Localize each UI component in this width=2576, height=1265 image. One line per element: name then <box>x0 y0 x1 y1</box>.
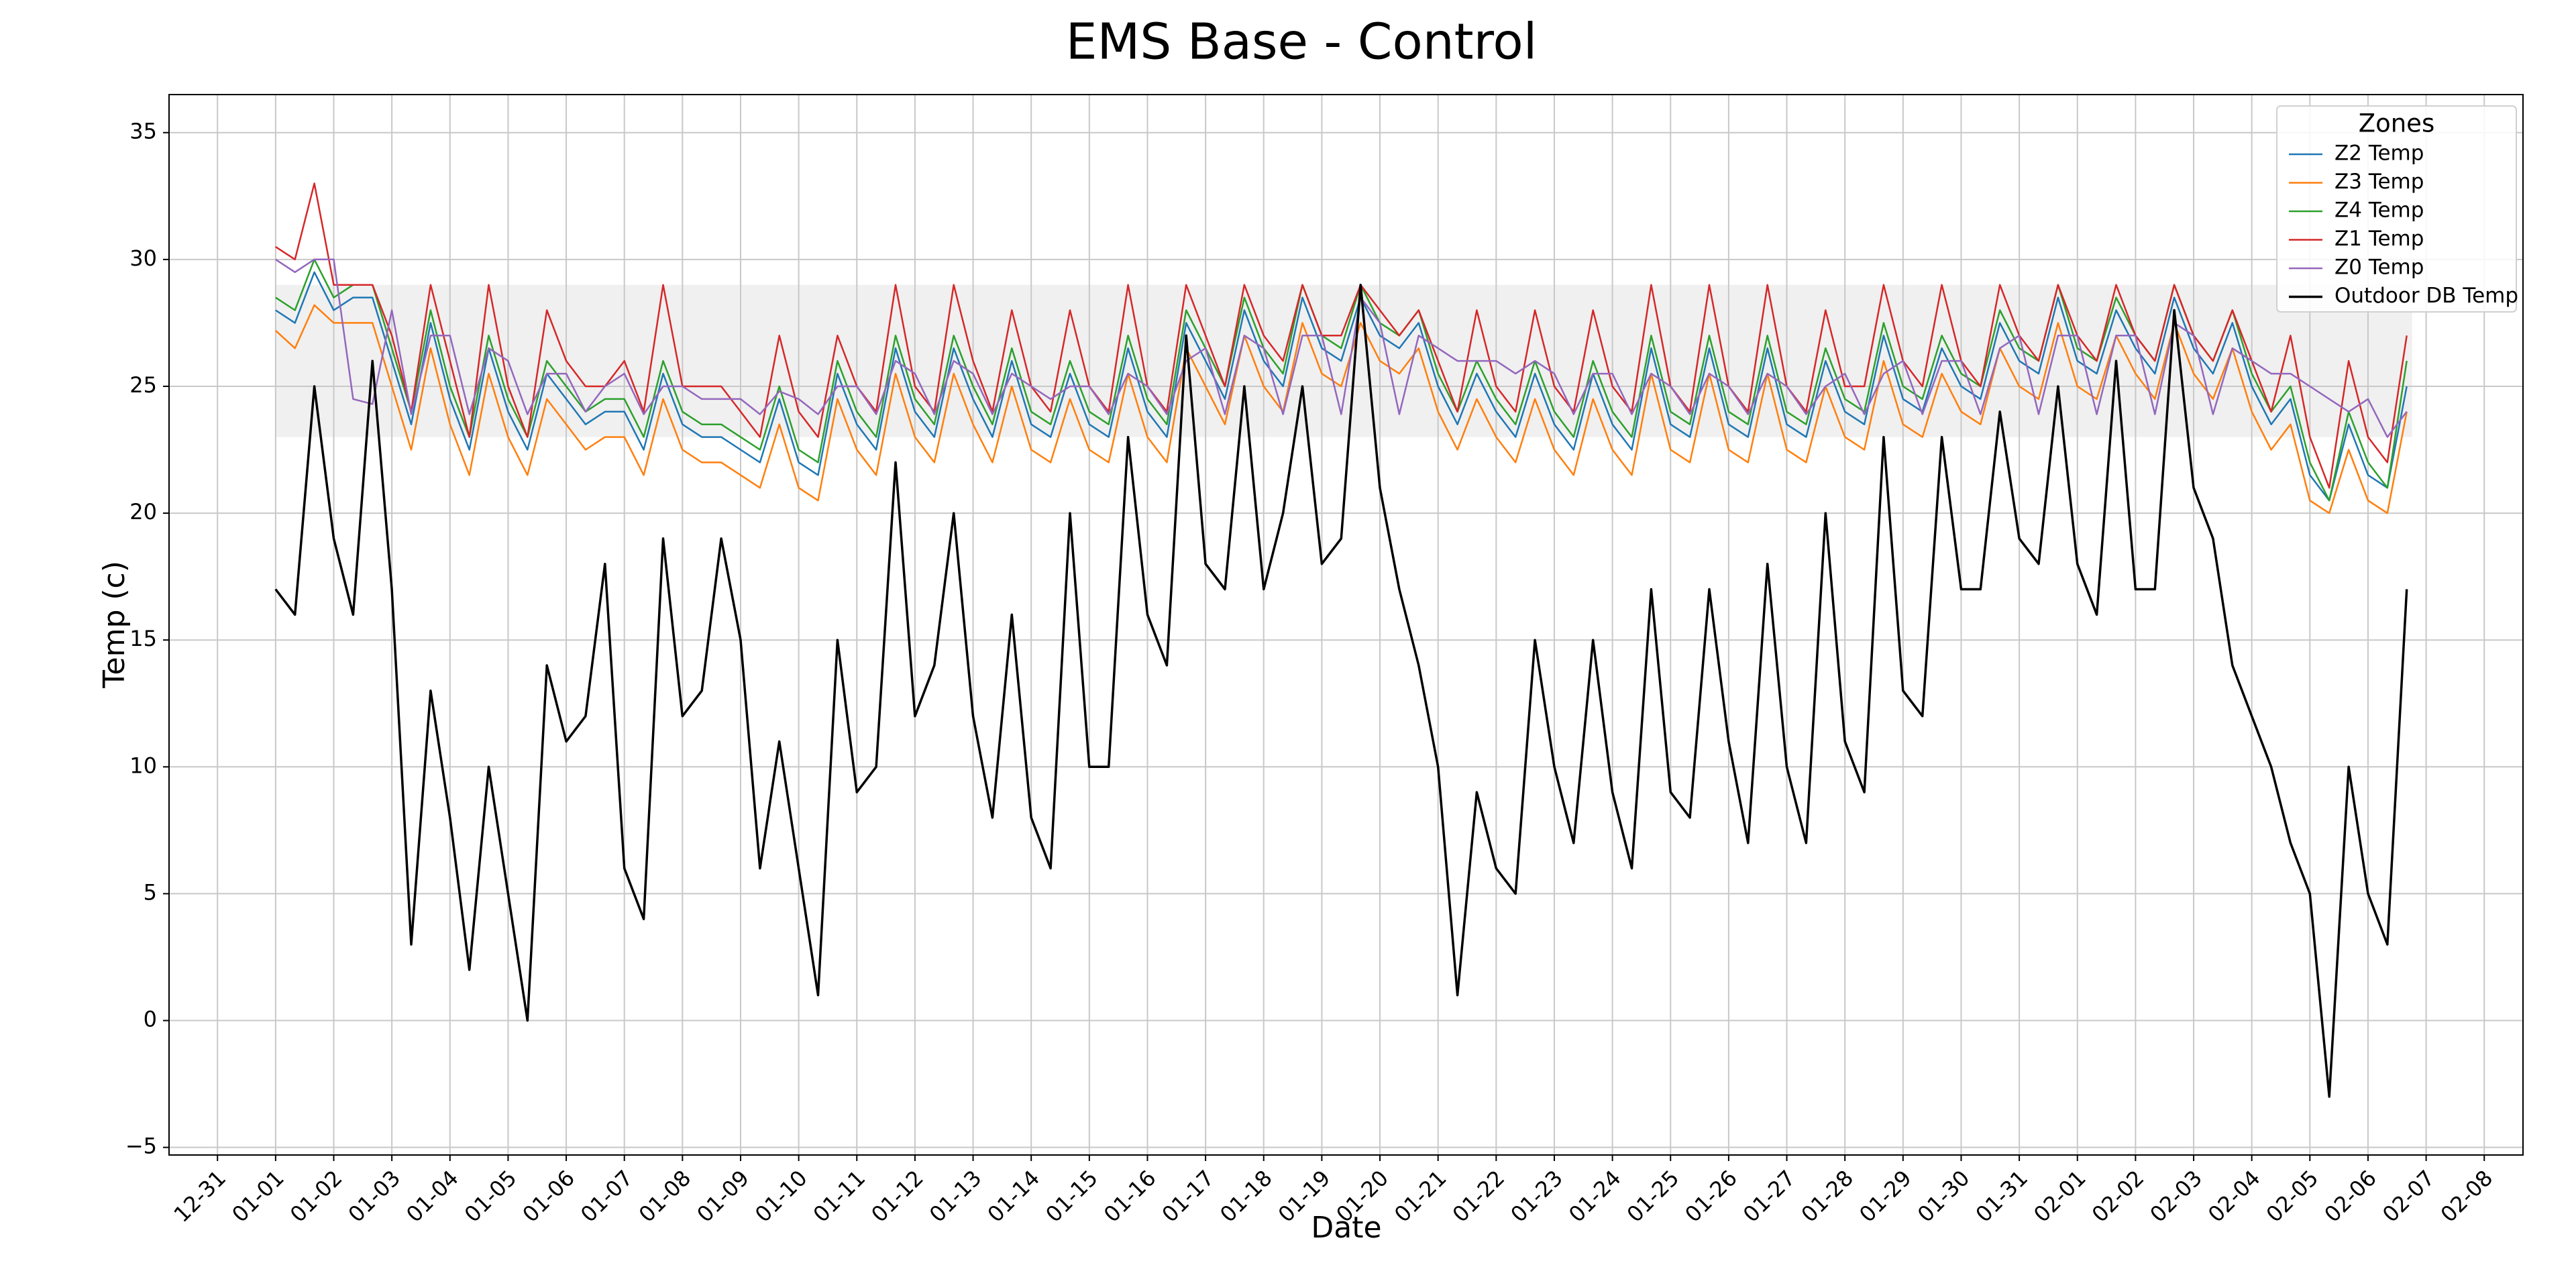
x-tick-label: 02-08 <box>2436 1165 2498 1227</box>
x-tick-label: 01-26 <box>1680 1165 1742 1227</box>
x-tick-label: 01-31 <box>1971 1165 2033 1227</box>
series-line <box>275 182 2408 489</box>
x-tick-label: 01-04 <box>401 1165 464 1227</box>
x-tick-label: 01-27 <box>1738 1165 1801 1227</box>
chart-title: EMS Base - Control <box>1066 13 1538 71</box>
x-tick-label: 01-13 <box>924 1165 987 1227</box>
legend-label: Z2 Temp <box>2334 142 2424 166</box>
series-line <box>275 258 2408 438</box>
legend-label: Z3 Temp <box>2334 170 2424 194</box>
comfort-band <box>275 284 2412 437</box>
x-tick-label: 01-10 <box>750 1165 812 1227</box>
legend-label: Z0 Temp <box>2334 256 2424 280</box>
x-tick-label: 01-23 <box>1505 1165 1568 1227</box>
y-tick-label: 35 <box>129 119 157 144</box>
legend-label: Outdoor DB Temp <box>2334 284 2518 308</box>
x-tick-label: 01-02 <box>285 1165 347 1227</box>
x-tick-label: 01-12 <box>866 1165 928 1227</box>
x-tick-label: 01-08 <box>634 1165 696 1227</box>
plot-frame <box>168 94 2524 1156</box>
x-tick-label: 02-03 <box>2145 1165 2207 1227</box>
y-tick-label: 5 <box>144 879 157 905</box>
x-tick-label: 01-07 <box>576 1165 638 1227</box>
x-tick-label: 01-14 <box>983 1165 1045 1227</box>
x-tick-label: 01-25 <box>1622 1165 1684 1227</box>
x-tick-label: 01-06 <box>517 1165 580 1227</box>
x-tick-label: 01-05 <box>460 1165 522 1227</box>
x-tick-label: 02-05 <box>2261 1165 2324 1227</box>
y-tick-label: 0 <box>144 1007 157 1032</box>
x-tick-label: 02-04 <box>2203 1165 2265 1227</box>
series-line <box>274 283 2408 1098</box>
x-tick-label: 01-16 <box>1099 1165 1161 1227</box>
x-tick-label: 01-03 <box>343 1165 406 1227</box>
x-tick-label: 01-21 <box>1389 1165 1452 1227</box>
x-tick-label: 01-17 <box>1157 1165 1220 1227</box>
x-tick-label: 01-22 <box>1448 1165 1510 1227</box>
y-tick-label: 10 <box>129 753 157 778</box>
x-tick-label: 12-31 <box>169 1165 231 1227</box>
x-tick-label: 01-11 <box>808 1165 871 1227</box>
y-tick-label: 20 <box>129 499 157 525</box>
x-tick-label: 01-01 <box>227 1165 289 1227</box>
y-tick-label: 25 <box>129 372 157 398</box>
legend-label: Z1 Temp <box>2334 227 2424 251</box>
legend-box <box>2276 105 2517 313</box>
legend-title: Zones <box>2359 109 2434 138</box>
x-tick-label: 01-18 <box>1215 1165 1277 1227</box>
x-tick-label: 02-07 <box>2377 1165 2440 1227</box>
x-tick-label: 02-06 <box>2319 1165 2381 1227</box>
x-tick-label: 01-28 <box>1796 1165 1859 1227</box>
y-tick-label: 15 <box>129 626 157 651</box>
x-tick-label: 02-02 <box>2087 1165 2149 1227</box>
x-tick-label: 01-15 <box>1040 1165 1103 1227</box>
x-tick-label: 01-29 <box>1854 1165 1917 1227</box>
y-tick-label: −5 <box>125 1134 157 1159</box>
y-axis-label: Temp (c) <box>97 561 131 689</box>
series-line <box>274 304 2408 514</box>
y-tick-label: 30 <box>129 245 157 271</box>
x-tick-label: 01-24 <box>1564 1165 1626 1227</box>
legend-label: Z4 Temp <box>2334 199 2424 223</box>
x-tick-label: 01-09 <box>692 1165 754 1227</box>
series-line <box>275 271 2408 502</box>
legend: Zones Z2 Temp Z3 Temp Z4 Temp Z1 Temp Z0 Temp… <box>2276 105 2518 313</box>
x-tick-label: 01-30 <box>1913 1165 1975 1227</box>
x-axis-label: Date <box>1311 1211 1381 1245</box>
x-tick-label: 02-01 <box>2029 1165 2091 1227</box>
